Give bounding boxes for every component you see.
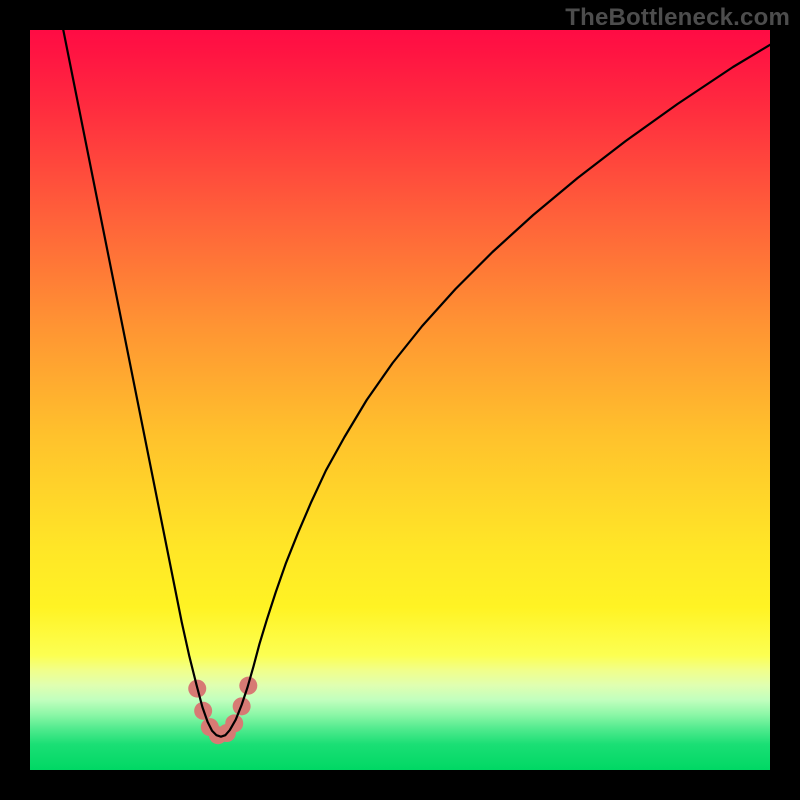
stage: TheBottleneck.com — [0, 0, 800, 800]
watermark-text: TheBottleneck.com — [565, 4, 790, 32]
gradient-rect — [30, 30, 770, 770]
plot-area — [30, 30, 770, 770]
chart-svg — [30, 30, 770, 770]
